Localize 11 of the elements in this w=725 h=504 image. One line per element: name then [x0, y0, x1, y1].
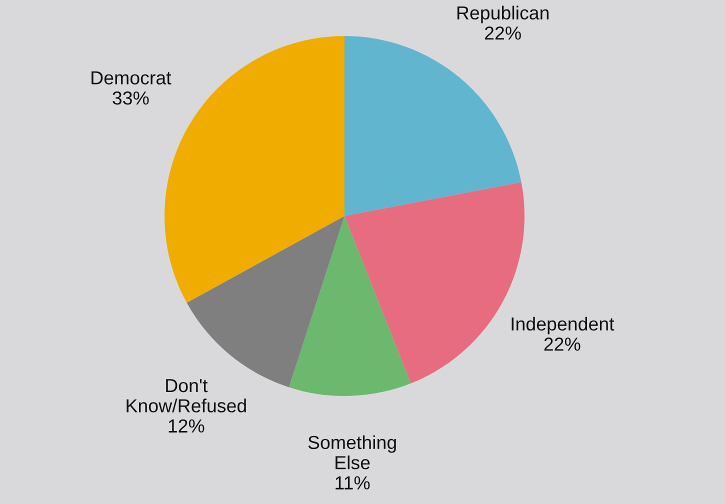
data-label: 12%: [168, 419, 204, 433]
slice-label: Democrat: [92, 71, 172, 84]
slice-label: Something Else: [308, 435, 396, 470]
data-label: 11%: [336, 476, 370, 490]
data-label: 22%: [485, 26, 521, 40]
slice-label: Independent: [512, 316, 614, 334]
data-label: 33%: [112, 91, 149, 105]
slice-label: Republican: [457, 6, 549, 24]
data-label: 22%: [544, 338, 580, 351]
slice-label: Don't Know/Refused: [126, 379, 246, 412]
pie-slice: [288, 216, 411, 396]
